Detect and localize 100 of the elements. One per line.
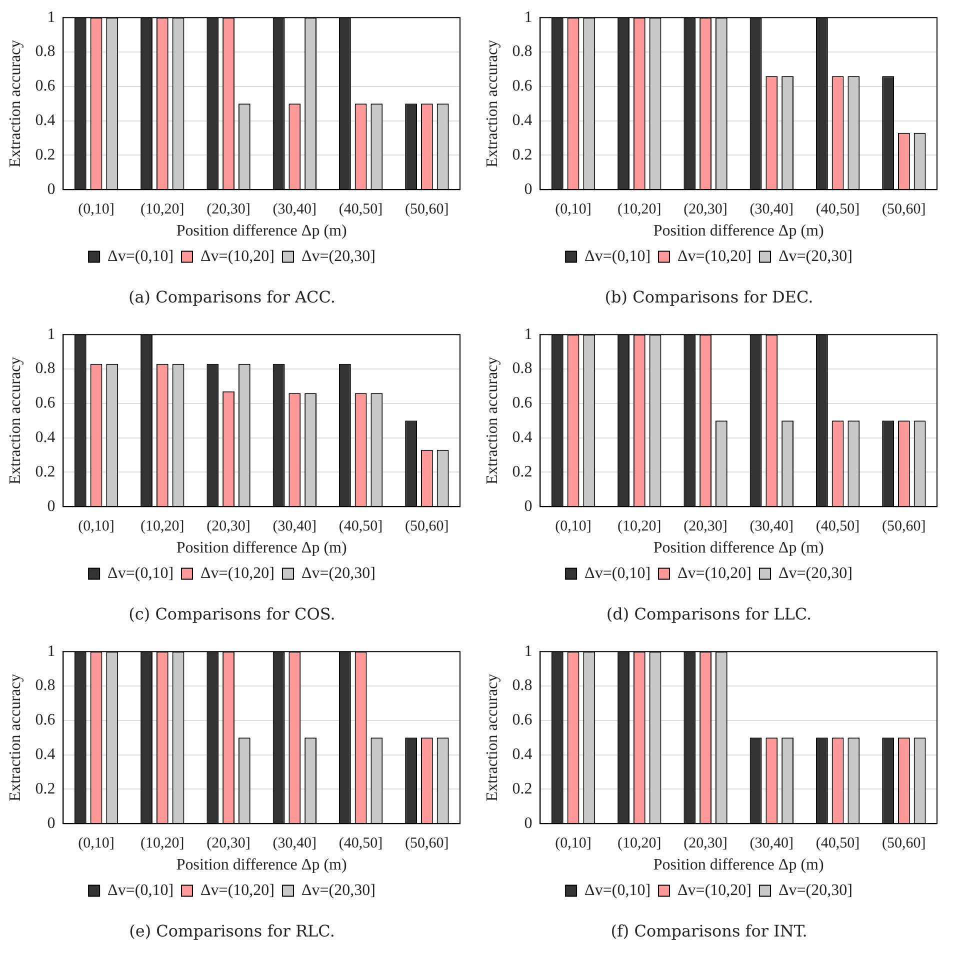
y-axis-title: Extraction accuracy xyxy=(484,356,501,484)
text: (f) Comparisons for INT. xyxy=(610,922,808,941)
x-tick-label: (20,30] xyxy=(684,202,728,218)
y-tick-label: 1 xyxy=(47,326,56,343)
legend-label: Δv=(20,30] xyxy=(778,248,852,266)
legend-label: Δv=(0,10] xyxy=(108,248,174,266)
y-tick-label: 1 xyxy=(524,326,532,343)
x-tick-label: (30,40] xyxy=(750,836,794,852)
y-tick-label: 0.2 xyxy=(35,146,56,164)
legend-label: Δv=(10,20] xyxy=(200,565,274,582)
y-tick-label: 0.8 xyxy=(512,360,532,378)
text: (e) Comparisons for RLC. xyxy=(129,922,335,941)
y-axis-title: Extraction accuracy xyxy=(6,356,24,484)
x-axis-title: Position difference Δp (m) xyxy=(176,856,347,874)
y-tick-label: 0.2 xyxy=(512,463,532,480)
legend-label: Δv=(10,20] xyxy=(200,882,274,900)
legend-label: Δv=(0,10] xyxy=(108,565,174,582)
y-tick-label: 0.4 xyxy=(35,429,56,446)
y-tick-label: 0 xyxy=(524,180,532,198)
legend-label: Δv=(0,10] xyxy=(108,882,174,900)
legend-label: Δv=(20,30] xyxy=(778,882,852,900)
y-tick-label: 1 xyxy=(47,642,56,660)
y-tick-label: 0 xyxy=(524,814,532,832)
x-tick-label: (30,40] xyxy=(272,836,317,852)
y-axis-title: Extraction accuracy xyxy=(6,674,24,802)
y-tick-label: 0.6 xyxy=(35,78,56,95)
x-tick-label: (10,20] xyxy=(618,202,662,218)
legend-label: Δv=(10,20] xyxy=(678,882,752,900)
y-tick-label: 1 xyxy=(47,8,56,26)
y-tick-label: 0.8 xyxy=(512,677,532,694)
y-tick-label: 0.6 xyxy=(35,712,56,729)
x-tick-label: (0,10] xyxy=(555,202,592,218)
legend-label: Δv=(10,20] xyxy=(678,248,752,266)
x-tick-label: (40,50] xyxy=(338,202,383,218)
x-tick-label: (30,40] xyxy=(750,518,794,535)
x-tick-label: (0,10] xyxy=(555,518,592,535)
x-tick-label: (50,60] xyxy=(882,518,926,535)
x-tick-label: (50,60] xyxy=(405,202,449,218)
x-tick-label: (40,50] xyxy=(816,836,860,852)
y-tick-label: 0.6 xyxy=(512,712,532,729)
y-tick-label: 0 xyxy=(524,498,532,515)
legend-label: Δv=(0,10] xyxy=(584,882,651,900)
legend-label: Δv=(20,30] xyxy=(301,882,376,900)
x-tick-label: (10,20] xyxy=(140,202,184,218)
x-tick-label: (30,40] xyxy=(272,202,317,218)
x-axis-title: Position difference Δp (m) xyxy=(176,539,347,556)
y-tick-label: 0 xyxy=(47,498,56,515)
x-tick-label: (0,10] xyxy=(78,202,114,218)
y-tick-label: 0.4 xyxy=(512,112,532,130)
legend-label: Δv=(10,20] xyxy=(200,248,274,266)
x-tick-label: (40,50] xyxy=(816,202,860,218)
y-tick-label: 0.6 xyxy=(35,394,56,412)
x-tick-label: (50,60] xyxy=(882,202,926,218)
x-tick-label: (20,30] xyxy=(684,836,728,852)
x-tick-label: (50,60] xyxy=(882,836,926,852)
x-tick-label: (30,40] xyxy=(750,202,794,218)
y-tick-label: 0.4 xyxy=(35,746,56,764)
legend-label: Δv=(20,30] xyxy=(301,248,376,266)
x-tick-label: (10,20] xyxy=(618,518,662,535)
y-tick-label: 0.2 xyxy=(512,780,532,798)
text: (d) Comparisons for LLC. xyxy=(606,604,812,624)
y-axis-title: Extraction accuracy xyxy=(484,674,501,802)
x-tick-label: (20,30] xyxy=(206,518,250,535)
x-tick-label: (20,30] xyxy=(206,836,250,852)
x-tick-label: (0,10] xyxy=(78,836,114,852)
text: (a) Comparisons for ACC. xyxy=(128,288,336,307)
x-tick-label: (50,60] xyxy=(405,518,449,535)
legend-label: Δv=(10,20] xyxy=(678,565,752,582)
x-tick-label: (20,30] xyxy=(206,202,250,218)
x-axis-title: Position difference Δp (m) xyxy=(176,222,347,240)
x-tick-label: (10,20] xyxy=(618,836,662,852)
y-tick-label: 0.6 xyxy=(512,394,532,412)
y-tick-label: 0.6 xyxy=(512,78,532,95)
legend-label: Δv=(20,30] xyxy=(301,565,376,582)
y-tick-label: 0 xyxy=(47,814,56,832)
legend-label: Δv=(0,10] xyxy=(584,248,651,266)
x-tick-label: (40,50] xyxy=(816,518,860,535)
y-axis-title: Extraction accuracy xyxy=(484,40,501,168)
y-tick-label: 0.8 xyxy=(35,43,56,60)
y-tick-label: 0.2 xyxy=(35,780,56,798)
y-tick-label: 0.4 xyxy=(512,429,532,446)
x-tick-label: (30,40] xyxy=(272,518,317,535)
y-tick-label: 0 xyxy=(47,180,56,198)
x-axis-title: Position difference Δp (m) xyxy=(653,856,824,874)
x-tick-label: (10,20] xyxy=(140,518,184,535)
x-tick-label: (50,60] xyxy=(405,836,449,852)
y-tick-label: 0.2 xyxy=(512,146,532,164)
x-axis-title: Position difference Δp (m) xyxy=(653,539,824,556)
x-tick-label: (20,30] xyxy=(684,518,728,535)
y-axis-title: Extraction accuracy xyxy=(6,40,24,168)
x-tick-label: (10,20] xyxy=(140,836,184,852)
legend-label: Δv=(20,30] xyxy=(778,565,852,582)
y-tick-label: 1 xyxy=(524,642,532,660)
y-tick-label: 0.8 xyxy=(35,360,56,378)
text: (b) Comparisons for DEC. xyxy=(604,288,814,307)
y-tick-label: 0.2 xyxy=(35,463,56,480)
y-tick-label: 0.8 xyxy=(512,43,532,60)
legend-label: Δv=(0,10] xyxy=(584,565,651,582)
y-tick-label: 1 xyxy=(524,8,532,26)
x-tick-label: (40,50] xyxy=(338,836,383,852)
